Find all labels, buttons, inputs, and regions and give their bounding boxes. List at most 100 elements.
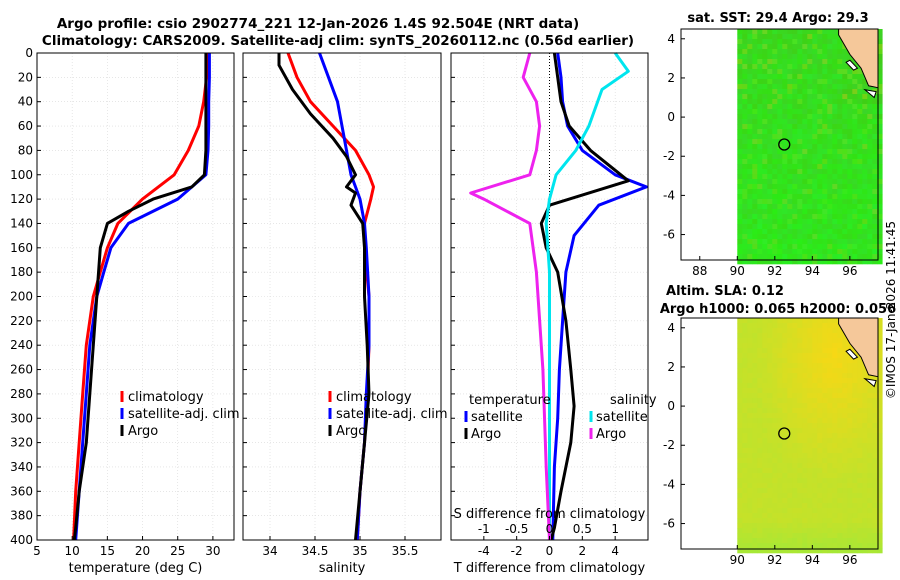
map-cell: [797, 74, 803, 80]
map-cell: [832, 144, 838, 150]
map-cell: [817, 254, 823, 260]
map-cell: [852, 89, 858, 95]
map-cell: [807, 49, 813, 55]
map-cell: [842, 368, 848, 374]
map-cell: [807, 403, 813, 409]
map-cell: [762, 373, 768, 379]
map-cell: [752, 433, 758, 439]
map-cell: [752, 249, 758, 255]
legend-label: climatology: [128, 390, 204, 405]
map-cell: [847, 234, 853, 240]
map-cell: [742, 383, 748, 389]
x-tick-label: 20: [135, 544, 150, 558]
map-cell: [792, 528, 798, 534]
y-tick-label: 160: [10, 241, 33, 255]
map-cell: [757, 378, 763, 384]
map-cell: [797, 129, 803, 135]
map-cell: [822, 408, 828, 414]
map-cell: [877, 523, 883, 529]
map-cell: [832, 149, 838, 155]
map-cell: [847, 224, 853, 230]
map-cell: [757, 488, 763, 494]
map-cell: [782, 333, 788, 339]
map-cell: [867, 468, 873, 474]
map-cell: [782, 134, 788, 140]
map-cell: [802, 398, 808, 404]
map-cell: [767, 358, 773, 364]
map-cell: [817, 159, 823, 165]
map-cell: [797, 333, 803, 339]
map-cell: [742, 508, 748, 514]
map-cell: [812, 348, 818, 354]
map-cell: [747, 478, 753, 484]
map-cell: [772, 234, 778, 240]
map-cell: [757, 338, 763, 344]
map-cell: [742, 249, 748, 255]
y-tick-label: -4: [663, 188, 675, 202]
map-cell: [737, 393, 743, 399]
map-cell: [807, 29, 813, 35]
map-cell: [787, 353, 793, 359]
map-cell: [837, 254, 843, 260]
map-cell: [752, 508, 758, 514]
map-cell: [872, 249, 878, 255]
map-cell: [842, 114, 848, 120]
map-cell: [767, 478, 773, 484]
map-cell: [817, 373, 823, 379]
x-tick-label: 94: [805, 264, 820, 278]
map-cell: [792, 548, 798, 554]
map-cell: [782, 114, 788, 120]
map-cell: [787, 119, 793, 125]
map-cell: [862, 204, 868, 210]
map-cell: [797, 513, 803, 519]
map-cell: [817, 318, 823, 324]
map-cell: [877, 114, 883, 120]
map-cell: [842, 214, 848, 220]
map-cell: [752, 323, 758, 329]
map-cell: [842, 159, 848, 165]
map-cell: [822, 159, 828, 165]
map-cell: [812, 418, 818, 424]
map-cell: [817, 249, 823, 255]
map-cell: [777, 498, 783, 504]
map-cell: [782, 44, 788, 50]
map-cell: [792, 358, 798, 364]
map-cell: [802, 503, 808, 509]
map-cell: [842, 423, 848, 429]
map-cell: [742, 89, 748, 95]
y-tick-label: 300: [10, 411, 33, 425]
map-cell: [812, 69, 818, 75]
map-cell: [872, 478, 878, 484]
map-cell: [742, 119, 748, 125]
map-cell: [777, 244, 783, 250]
map-cell: [832, 54, 838, 60]
map-cell: [752, 448, 758, 454]
map-cell: [847, 209, 853, 215]
map-cell: [777, 79, 783, 85]
map-cell: [837, 209, 843, 215]
map-cell: [877, 59, 883, 65]
map-cell: [822, 543, 828, 549]
map-cell: [857, 453, 863, 459]
map-cell: [812, 373, 818, 379]
map-cell: [757, 174, 763, 180]
map-cell: [872, 508, 878, 514]
map-cell: [777, 214, 783, 220]
map-cell: [817, 438, 823, 444]
y-tick-label: 200: [10, 290, 33, 304]
map-cell: [842, 189, 848, 195]
map-cell: [782, 498, 788, 504]
map-cell: [772, 144, 778, 150]
map-cell: [877, 483, 883, 489]
map-cell: [752, 189, 758, 195]
map-cell: [822, 164, 828, 170]
map-cell: [777, 318, 783, 324]
map-cell: [827, 403, 833, 409]
map-cell: [782, 468, 788, 474]
map-cell: [747, 548, 753, 554]
map-cell: [872, 139, 878, 145]
map-cell: [867, 443, 873, 449]
map-cell: [807, 259, 813, 265]
map-cell: [782, 79, 788, 85]
map-cell: [752, 458, 758, 464]
